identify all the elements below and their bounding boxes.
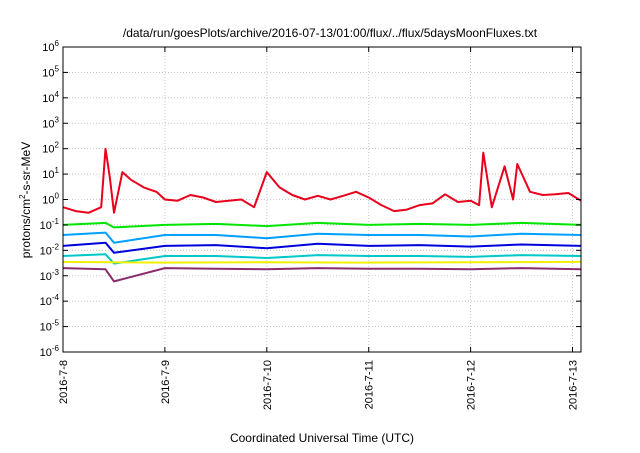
x-tick-label: 2016-7-10 bbox=[262, 360, 274, 410]
y-tick-label-base: 10 bbox=[42, 195, 54, 207]
y-axis-label-superscript: 2 bbox=[18, 194, 27, 199]
series-line-6 bbox=[62, 260, 582, 264]
y-tick-label-exponent: -4 bbox=[52, 293, 60, 302]
y-tick-label: 10-2 bbox=[40, 242, 60, 257]
y-tick-label-base: 10 bbox=[40, 271, 52, 283]
y-tick-label: 10-5 bbox=[40, 319, 60, 334]
y-tick-label-base: 10 bbox=[42, 118, 54, 130]
y-tick-label-base: 10 bbox=[42, 93, 54, 105]
y-tick-label: 10-6 bbox=[40, 344, 60, 359]
y-tick-label-exponent: -1 bbox=[52, 217, 60, 226]
y-tick-label-base: 10 bbox=[42, 42, 54, 54]
y-tick-label-exponent: 4 bbox=[55, 90, 60, 99]
series-line-7 bbox=[62, 267, 582, 283]
y-tick-label: 102 bbox=[42, 141, 59, 156]
y-tick-label-base: 10 bbox=[40, 322, 52, 334]
x-tick-label: 2016-7-13 bbox=[568, 360, 580, 410]
y-tick-label-base: 10 bbox=[40, 347, 52, 359]
y-axis-label-suffix: -s-sr-MeV bbox=[19, 142, 33, 195]
y-tick-label: 104 bbox=[42, 90, 59, 105]
x-tick-label: 2016-7-12 bbox=[466, 360, 478, 410]
y-tick-label: 100 bbox=[42, 192, 59, 207]
y-tick-label: 103 bbox=[42, 115, 59, 130]
y-axis-label-prefix: protons/cm bbox=[19, 199, 33, 258]
series-line-1 bbox=[62, 147, 582, 214]
series-line-2 bbox=[62, 221, 582, 229]
y-tick-label-exponent: 1 bbox=[55, 166, 60, 175]
y-axis-label: protons/cm2-s-sr-MeV bbox=[18, 142, 33, 258]
grid-layer bbox=[62, 47, 581, 352]
y-tick-label: 10-4 bbox=[40, 293, 60, 308]
y-tick-label-base: 10 bbox=[42, 144, 54, 156]
y-tick-label: 10-1 bbox=[40, 217, 60, 232]
x-tick-label: 2016-7-8 bbox=[58, 360, 70, 404]
y-tick-label: 105 bbox=[42, 64, 59, 79]
y-tick-label-exponent: 3 bbox=[55, 115, 60, 124]
series-line-3 bbox=[62, 231, 582, 244]
y-tick-label-exponent: 2 bbox=[55, 141, 60, 150]
y-tick-label: 101 bbox=[42, 166, 59, 181]
x-tick-label: 2016-7-9 bbox=[160, 360, 172, 404]
y-tick-label-exponent: -5 bbox=[52, 319, 60, 328]
x-tick-label: 2016-7-11 bbox=[364, 360, 376, 409]
series-layer bbox=[62, 147, 582, 283]
x-axis-label: Coordinated Universal Time (UTC) bbox=[230, 431, 414, 445]
y-tick-label-base: 10 bbox=[40, 296, 52, 308]
y-tick-label-base: 10 bbox=[42, 67, 54, 79]
y-tick-label-exponent: 0 bbox=[55, 192, 60, 201]
y-tick-label-base: 10 bbox=[40, 220, 52, 232]
y-tick-label-base: 10 bbox=[40, 245, 52, 257]
tick-layer: 10-610-510-410-310-210-11001011021031041… bbox=[40, 39, 581, 410]
y-tick-label-base: 10 bbox=[42, 169, 54, 181]
chart-title: /data/run/goesPlots/archive/2016-07-13/0… bbox=[123, 26, 538, 40]
y-tick-label-exponent: 5 bbox=[55, 64, 60, 73]
y-tick-label: 10-3 bbox=[40, 268, 60, 283]
y-tick-label: 106 bbox=[42, 39, 59, 54]
y-tick-label-exponent: -2 bbox=[52, 242, 60, 251]
series-line-4 bbox=[62, 241, 582, 254]
y-tick-label-exponent: -6 bbox=[52, 344, 60, 353]
y-tick-label-exponent: -3 bbox=[52, 268, 60, 277]
y-tick-label-exponent: 6 bbox=[55, 39, 60, 48]
